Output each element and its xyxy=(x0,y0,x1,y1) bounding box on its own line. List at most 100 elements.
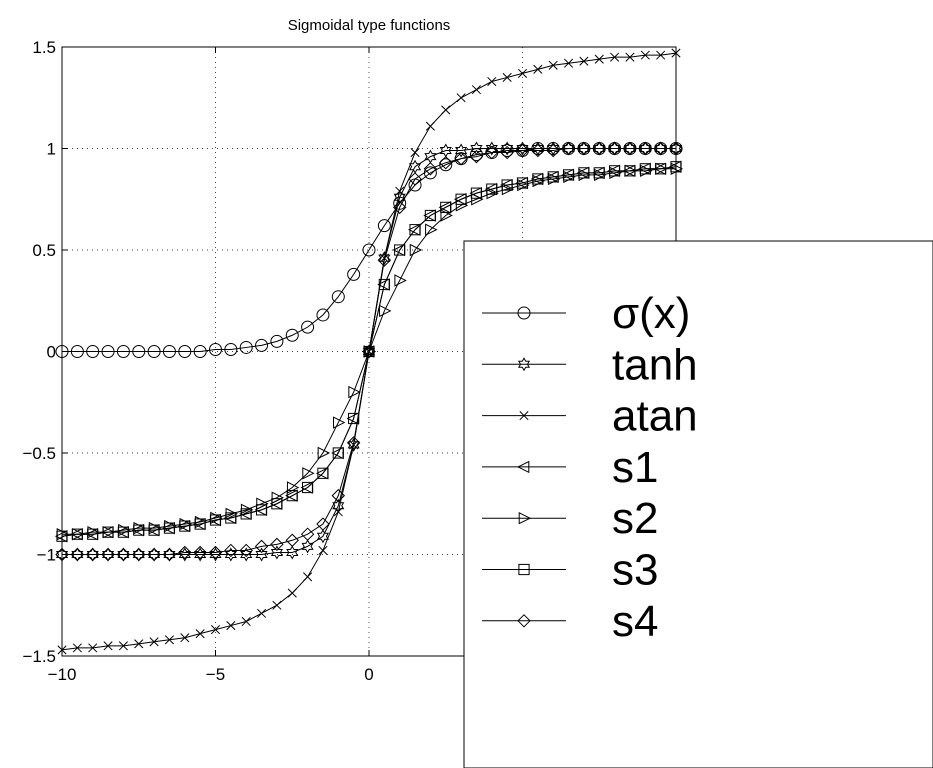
data-point xyxy=(425,121,435,131)
data-point xyxy=(316,517,330,531)
data-point xyxy=(346,436,361,450)
data-point xyxy=(333,416,346,429)
data-point xyxy=(562,169,575,181)
data-point xyxy=(423,162,438,176)
data-point xyxy=(317,446,331,460)
legend-box xyxy=(463,240,933,768)
data-point xyxy=(593,167,605,179)
data-point xyxy=(563,58,574,68)
data-point xyxy=(470,141,483,156)
x-tick-label: 0 xyxy=(364,665,373,684)
data-point xyxy=(303,572,313,582)
data-point xyxy=(501,179,513,191)
data-point xyxy=(547,171,559,183)
y-tick-label: −0.5 xyxy=(22,444,56,463)
data-point xyxy=(408,172,422,186)
series-group xyxy=(54,48,684,655)
data-point xyxy=(316,529,330,544)
data-point xyxy=(455,143,468,158)
data-point xyxy=(56,530,68,542)
data-point xyxy=(533,64,543,74)
data-point xyxy=(70,345,84,358)
data-point xyxy=(272,600,282,610)
y-tick-label: 1.5 xyxy=(32,38,56,57)
data-point xyxy=(147,547,161,562)
data-point xyxy=(486,183,498,195)
legend-label: atan xyxy=(612,392,698,441)
series-square xyxy=(56,161,682,542)
data-point xyxy=(425,223,438,236)
legend-marker xyxy=(517,357,531,372)
data-point xyxy=(378,251,391,266)
data-point xyxy=(101,547,115,562)
series-line xyxy=(62,148,676,555)
data-point xyxy=(454,151,468,166)
data-point xyxy=(134,639,144,649)
data-point xyxy=(470,187,483,199)
data-point xyxy=(547,141,560,156)
data-point xyxy=(531,141,544,156)
axis-ticks: −10 −5 0 1.5 1 0.5 0 −0.5 −1 −1.5 xyxy=(22,38,676,684)
data-point xyxy=(331,488,346,503)
data-point xyxy=(302,467,315,480)
legend-entry: atan xyxy=(482,392,698,441)
data-point xyxy=(653,141,668,156)
data-point xyxy=(379,304,392,318)
data-point xyxy=(194,518,206,530)
data-point xyxy=(670,161,682,173)
data-point xyxy=(118,641,128,651)
data-point xyxy=(87,528,99,540)
data-point xyxy=(363,345,375,358)
data-point xyxy=(180,633,190,643)
data-point xyxy=(178,545,192,560)
data-point xyxy=(656,50,666,60)
data-point xyxy=(102,526,114,538)
data-point xyxy=(347,267,361,281)
data-point xyxy=(640,50,650,60)
data-point xyxy=(395,186,405,196)
data-point xyxy=(88,643,98,653)
data-point xyxy=(500,144,514,158)
data-point xyxy=(531,143,545,158)
data-point xyxy=(240,508,252,520)
data-point xyxy=(669,141,683,156)
data-point xyxy=(86,345,100,358)
data-point xyxy=(162,547,177,562)
data-point xyxy=(439,156,453,170)
data-point xyxy=(394,274,407,287)
data-point xyxy=(179,520,191,532)
data-point xyxy=(671,48,681,58)
data-point xyxy=(546,143,560,158)
data-point xyxy=(270,537,284,552)
data-point xyxy=(441,105,451,115)
data-point xyxy=(301,320,315,334)
data-point xyxy=(132,345,146,358)
data-point xyxy=(515,143,530,158)
y-tick-label: 1 xyxy=(47,140,56,159)
legend-marker xyxy=(517,614,531,628)
data-point xyxy=(561,141,576,156)
data-point xyxy=(209,342,222,356)
data-point xyxy=(149,637,159,647)
data-point xyxy=(424,209,436,222)
legend-entry: tanh xyxy=(482,340,698,389)
chart-title: Sigmoidal type functions xyxy=(288,17,451,34)
data-point xyxy=(239,543,253,558)
data-point xyxy=(377,219,391,233)
data-point xyxy=(623,141,637,156)
data-point xyxy=(226,620,236,631)
data-point xyxy=(133,524,145,536)
data-point xyxy=(285,328,299,342)
data-point xyxy=(193,345,207,358)
data-point xyxy=(256,497,269,510)
data-point xyxy=(377,253,392,267)
data-point xyxy=(638,141,653,156)
data-point xyxy=(317,467,329,479)
legend-entry: s4 xyxy=(482,597,658,646)
x-tick-label: −5 xyxy=(206,665,225,684)
legend-label: s4 xyxy=(612,597,658,646)
data-point xyxy=(609,165,621,177)
data-point xyxy=(331,290,345,304)
data-point xyxy=(316,308,330,322)
